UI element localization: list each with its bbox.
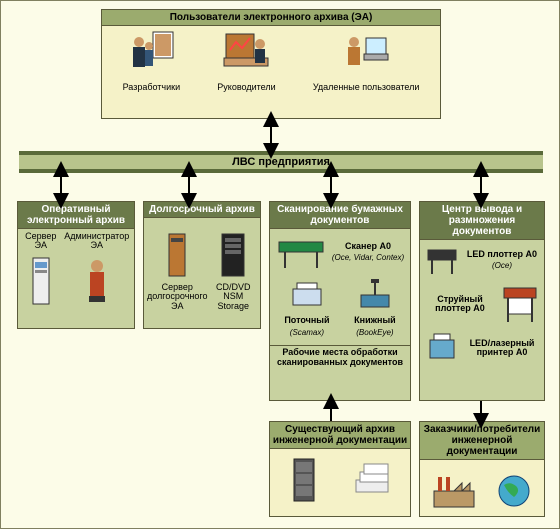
- output-title: Центр вывода и размножения документов: [420, 202, 544, 240]
- jukebox-label: CD/DVD NSM Storage: [208, 282, 258, 312]
- book-icon: [355, 277, 395, 313]
- factory-icon: [430, 471, 478, 511]
- globe-icon: [494, 471, 534, 511]
- scanner-a0-sub: (Oce, Vidar, Contex): [329, 253, 407, 263]
- existing-title: Существующий архив инженерной документац…: [270, 422, 410, 449]
- server-ea: Сервер ЭА: [20, 231, 61, 308]
- file-cabinet-icon: [286, 455, 322, 505]
- book-scanner: Книжный (BookEye): [353, 277, 397, 339]
- user-developers: Разработчики: [122, 28, 182, 93]
- managers-label: Руководители: [216, 82, 276, 93]
- operative-title: Оперативный электронный архив: [18, 202, 134, 229]
- scanning-title: Сканирование бумажных документов: [270, 202, 410, 229]
- scanning-footer: Рабочие места обработки сканированных до…: [270, 345, 410, 370]
- output-center-box: Центр вывода и размножения документов LE…: [419, 201, 545, 401]
- book-label: Книжный: [353, 315, 397, 326]
- laser-printer-icon: [422, 330, 462, 366]
- sheetfed-icon: [287, 277, 327, 313]
- inkjet-plotter-icon: [498, 282, 542, 326]
- server2-icon: [163, 230, 191, 280]
- admin-icon: [80, 254, 114, 308]
- sheetfed-sub: (Scamax): [289, 328, 325, 338]
- inkjet-label: Струйный плоттер А0: [422, 294, 498, 315]
- server-icon: [27, 254, 55, 308]
- jukebox: CD/DVD NSM Storage: [208, 230, 258, 312]
- scanning-box: Сканирование бумажных документов Сканер …: [269, 201, 411, 401]
- jukebox-icon: [218, 230, 248, 280]
- operative-archive-box: Оперативный электронный архив Сервер ЭА …: [17, 201, 135, 329]
- book-sub: (BookEye): [355, 328, 394, 338]
- developers-label: Разработчики: [122, 82, 182, 93]
- remote-icon: [340, 28, 392, 80]
- led-plotter-icon: [422, 242, 462, 278]
- managers-icon: [220, 28, 272, 80]
- server-longterm: Сервер долгосрочного ЭА: [146, 230, 208, 312]
- longterm-archive-box: Долгосрочный архив Сервер долгосрочного …: [143, 201, 261, 329]
- existing-archive-box: Существующий архив инженерной документац…: [269, 421, 411, 517]
- lan-bus: ЛВС предприятия: [19, 151, 543, 173]
- customers-title: Заказчики/потребители инженерной докумен…: [420, 422, 544, 460]
- remote-label: Удаленные пользователи: [312, 82, 421, 93]
- users-box: Пользователи электронного архива (ЭА) Ра…: [101, 9, 441, 119]
- led-plotter-sub: (Oce): [462, 261, 542, 271]
- paper-stack-icon: [350, 460, 394, 500]
- admin-ea: Администратор ЭА: [61, 231, 132, 308]
- sheetfed-label: Поточный: [283, 315, 330, 326]
- led-plotter-label: LED плоттер А0: [462, 249, 542, 260]
- customers-box: Заказчики/потребители инженерной докумен…: [419, 421, 545, 517]
- laser-label: LED/лазерный принтер А0: [462, 338, 542, 359]
- user-remote: Удаленные пользователи: [312, 28, 421, 93]
- longterm-title: Долгосрочный архив: [144, 202, 260, 218]
- server-longterm-label: Сервер долгосрочного ЭА: [146, 282, 208, 312]
- user-managers: Руководители: [216, 28, 276, 93]
- diagram-canvas: Пользователи электронного архива (ЭА) Ра…: [0, 0, 560, 529]
- server-ea-label: Сервер ЭА: [20, 231, 61, 252]
- admin-ea-label: Администратор ЭА: [61, 231, 132, 252]
- developers-icon: [125, 28, 177, 80]
- scanner-a0-icon: [273, 232, 329, 272]
- sheetfed-scanner: Поточный (Scamax): [283, 277, 330, 339]
- users-title: Пользователи электронного архива (ЭА): [102, 10, 440, 26]
- lan-bus-label: ЛВС предприятия: [19, 155, 543, 169]
- scanner-a0-label: Сканер А0: [329, 241, 407, 252]
